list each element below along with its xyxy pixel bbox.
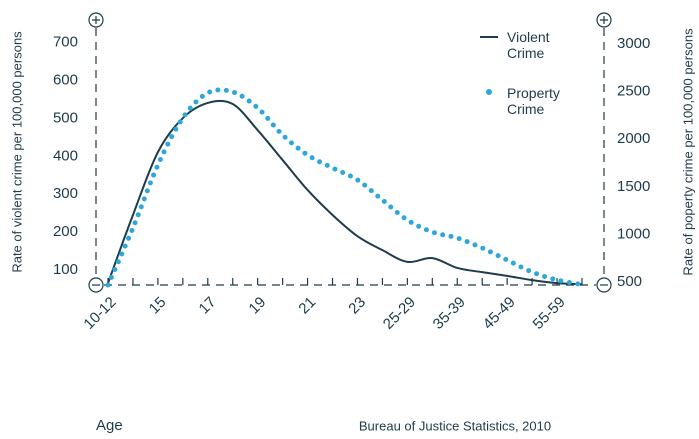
source: Bureau of Justice Statistics, 2010 [359, 418, 551, 433]
axes [88, 12, 612, 293]
y2-axis-label: Rate of poperty crime per 100,000 person… [680, 28, 695, 276]
x-tick-label: 45-49 [480, 294, 519, 333]
x-axis-label: Age [96, 417, 123, 434]
minus-icon [88, 277, 104, 293]
plus-icon [88, 12, 104, 28]
y-tick-label: 600 [53, 72, 78, 89]
legend-label: Property Crime [507, 85, 560, 117]
plus-icon [596, 12, 612, 28]
y2-tick-label: 3000 [617, 35, 650, 52]
y2-tick-label: 1000 [617, 225, 650, 242]
y-tick-label: 500 [53, 109, 78, 126]
plus-icon [92, 16, 100, 24]
series-line [107, 99, 583, 286]
x-tick-label: 21 [295, 294, 319, 318]
y-tick-label: 400 [53, 147, 78, 164]
legend-label: Violent Crime [507, 29, 550, 61]
x-tick-label: 25-29 [380, 294, 419, 333]
x-tick-label: 17 [196, 294, 220, 318]
plus-icon [600, 16, 608, 24]
y2-tick-label: 500 [617, 273, 642, 290]
minus-icon [596, 277, 612, 293]
y-tick-label: 700 [53, 34, 78, 51]
y-tick-label: 100 [53, 261, 78, 278]
x-tick-label: 19 [245, 294, 269, 318]
y-axis-label: Rate of violent crime per 100,000 person… [9, 31, 24, 273]
y2-tick-label: 2500 [617, 82, 650, 99]
x-tick-label: 23 [345, 294, 369, 318]
x-tick-label: 55-59 [530, 294, 569, 333]
x-tick-label: 10-12 [80, 294, 119, 333]
y2-tick-label: 1500 [617, 178, 650, 195]
y-tick-label: 200 [53, 223, 78, 240]
y-tick-label: 300 [53, 185, 78, 202]
x-tick-label: 35-39 [430, 294, 469, 333]
x-tick-label: 15 [146, 294, 170, 318]
y2-tick-label: 2000 [617, 130, 650, 147]
legend-swatch [486, 89, 492, 95]
series-line [105, 87, 585, 288]
